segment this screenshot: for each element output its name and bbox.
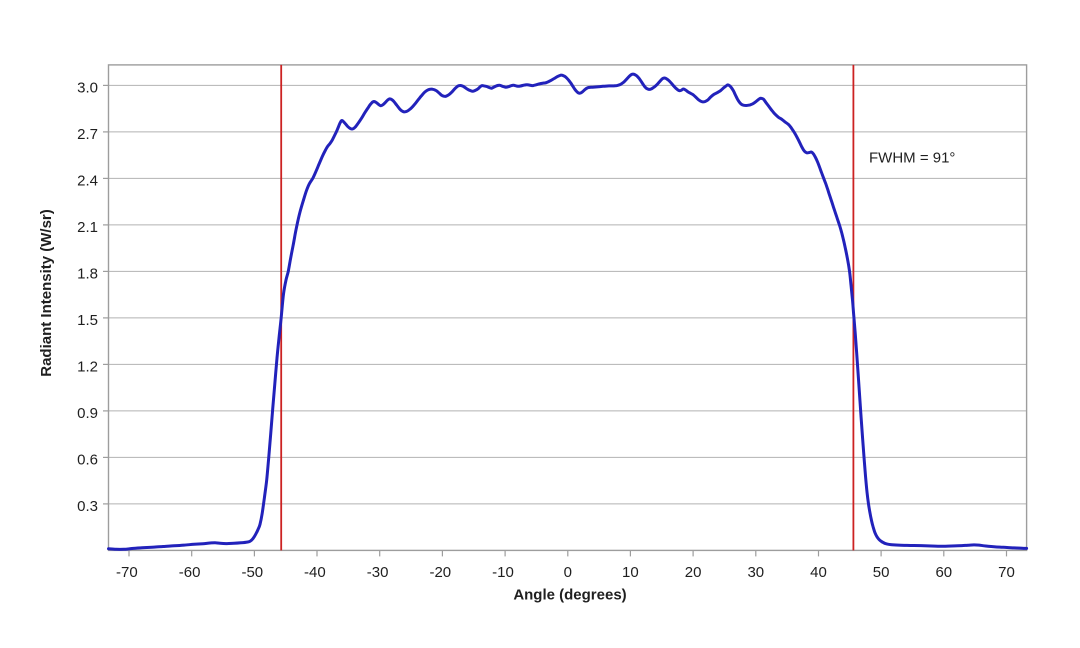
svg-text:40: 40 (810, 564, 827, 581)
svg-text:20: 20 (685, 564, 702, 581)
svg-text:0.3: 0.3 (77, 498, 98, 515)
svg-text:1.8: 1.8 (77, 266, 98, 283)
svg-text:-10: -10 (492, 564, 514, 581)
svg-text:-40: -40 (304, 564, 326, 581)
svg-text:0: 0 (564, 564, 572, 581)
svg-text:Angle (degrees): Angle (degrees) (513, 587, 626, 604)
svg-text:-60: -60 (179, 564, 201, 581)
svg-text:2.1: 2.1 (77, 219, 98, 236)
svg-text:70: 70 (998, 564, 1015, 581)
svg-text:FWHM = 91°: FWHM = 91° (869, 150, 955, 167)
svg-text:50: 50 (873, 564, 890, 581)
svg-text:0.9: 0.9 (77, 405, 98, 422)
svg-text:-20: -20 (429, 564, 451, 581)
svg-text:1.2: 1.2 (77, 359, 98, 376)
svg-text:10: 10 (622, 564, 639, 581)
svg-text:-30: -30 (367, 564, 389, 581)
svg-text:1.5: 1.5 (77, 312, 98, 329)
svg-text:2.4: 2.4 (77, 173, 98, 190)
svg-text:3.0: 3.0 (77, 80, 98, 97)
svg-text:60: 60 (935, 564, 952, 581)
svg-text:-50: -50 (241, 564, 263, 581)
svg-text:-70: -70 (116, 564, 138, 581)
svg-text:Radiant Intensity (W/sr): Radiant Intensity (W/sr) (38, 209, 55, 377)
svg-text:30: 30 (747, 564, 764, 581)
svg-text:2.7: 2.7 (77, 126, 98, 143)
svg-text:0.6: 0.6 (77, 452, 98, 469)
